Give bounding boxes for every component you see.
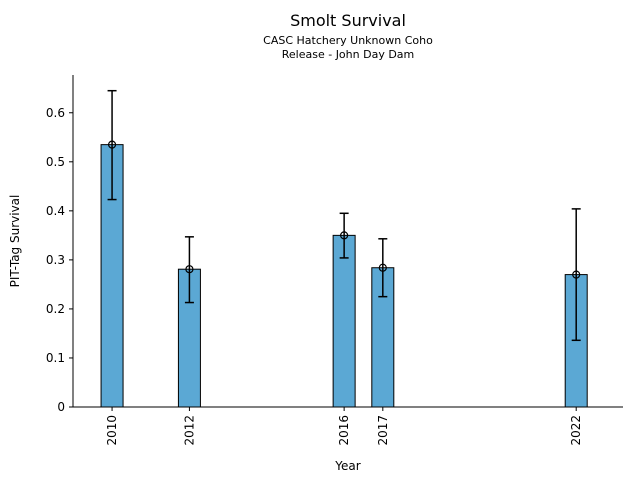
- data-point-marker: [340, 231, 349, 240]
- y-tick-label: 0.2: [46, 302, 65, 316]
- chart-title: Smolt Survival: [290, 11, 406, 30]
- y-tick-label: 0.1: [46, 351, 65, 365]
- y-tick-label: 0: [57, 400, 65, 414]
- y-tick-label: 0.6: [46, 106, 65, 120]
- x-tick-label: 2022: [569, 415, 583, 446]
- y-tick-label: 0.4: [46, 204, 65, 218]
- chart-subtitle-line-1: CASC Hatchery Unknown Coho: [263, 34, 433, 47]
- data-point-marker: [185, 265, 194, 274]
- title-block: Smolt Survival CASC Hatchery Unknown Coh…: [73, 11, 623, 62]
- chart-subtitle-line-2: Release - John Day Dam: [281, 48, 415, 61]
- x-tick-label: 2010: [105, 415, 119, 446]
- x-axis-label: Year: [335, 459, 361, 473]
- x-tick-label: 2012: [182, 415, 196, 446]
- data-point-marker: [378, 263, 387, 272]
- x-tick-label: 2016: [337, 415, 351, 446]
- y-axis-label: PIT-Tag Survival: [8, 194, 22, 288]
- data-point-marker: [107, 140, 117, 149]
- data-point-marker: [572, 270, 581, 279]
- y-tick-label: 0.5: [46, 155, 65, 169]
- x-tick-label: 2017: [376, 415, 390, 446]
- y-tick-label: 0.3: [46, 253, 65, 267]
- bar-2016: [332, 234, 356, 408]
